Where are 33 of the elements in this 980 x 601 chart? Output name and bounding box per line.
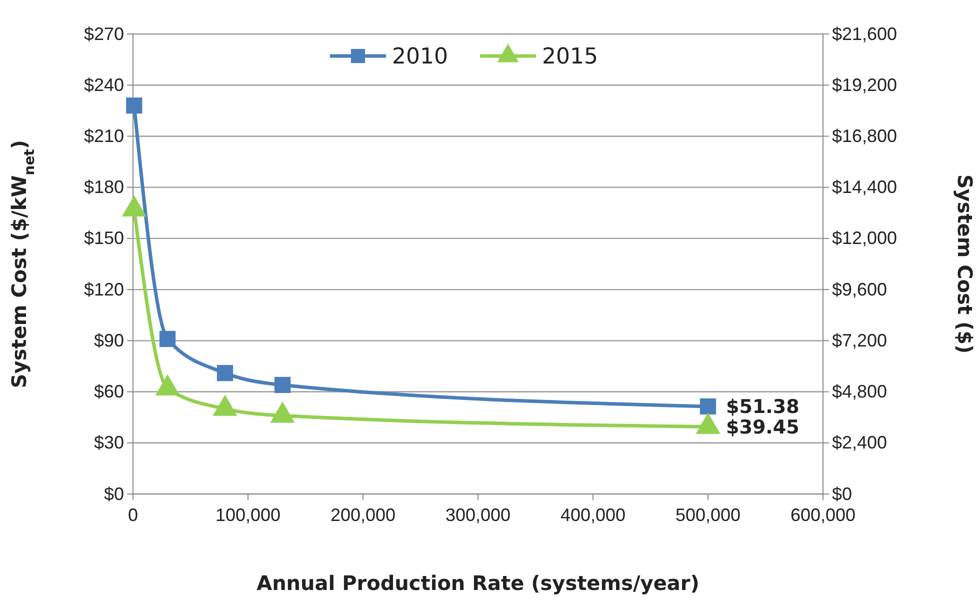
x-tick-label: 600,000 <box>790 505 856 525</box>
y2-tick-label: $2,400 <box>832 432 888 453</box>
y-tick-label: $30 <box>94 432 124 453</box>
x-tick-label: 0 <box>128 505 138 525</box>
y2-tick-label: $7,200 <box>832 330 888 350</box>
y2-tick-label: $9,600 <box>832 279 888 300</box>
y-tick-label: $180 <box>84 177 124 198</box>
y2-tick-label: $19,200 <box>832 74 898 95</box>
y-tick-label: $90 <box>94 330 124 350</box>
y-tick-label: $150 <box>84 228 124 248</box>
y2-tick-label: $21,600 <box>832 24 898 44</box>
y2-tick-label: $0 <box>832 484 852 504</box>
y-tick-label: $270 <box>84 24 124 44</box>
legend-label: 2015 <box>542 44 598 70</box>
y2-tick-label: $12,000 <box>832 228 898 248</box>
y2-axis-title: System Cost ($) <box>953 174 977 354</box>
y-tick-label: $210 <box>84 126 124 146</box>
x-tick-label: 200,000 <box>330 505 396 525</box>
x-tick-label: 300,000 <box>445 505 511 525</box>
data-label: $39.45 <box>726 416 800 438</box>
y-tick-label: $120 <box>84 279 124 300</box>
y2-tick-label: $16,800 <box>832 126 898 146</box>
y2-tick-label: $14,400 <box>832 177 898 198</box>
x-tick-label: 500,000 <box>675 505 741 525</box>
legend-label: 2010 <box>392 44 448 70</box>
x-axis-title: Annual Production Rate (systems/year) <box>256 571 700 595</box>
x-tick-label: 100,000 <box>215 505 281 525</box>
y-tick-label: $60 <box>94 382 124 402</box>
y-tick-label: $0 <box>104 484 124 504</box>
y-tick-label: $240 <box>84 74 124 95</box>
y2-tick-label: $4,800 <box>832 382 888 402</box>
x-tick-label: 400,000 <box>560 505 626 525</box>
data-label: $51.38 <box>726 396 800 418</box>
